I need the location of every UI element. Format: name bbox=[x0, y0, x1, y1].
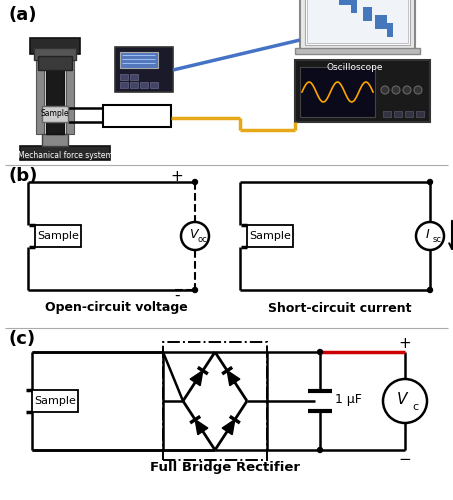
Text: +: + bbox=[399, 336, 411, 350]
Bar bbox=[307, 0, 408, 43]
Text: +: + bbox=[171, 169, 183, 184]
Polygon shape bbox=[190, 370, 203, 386]
Bar bbox=[295, 60, 430, 122]
Text: 1 μF: 1 μF bbox=[335, 392, 361, 406]
Text: -: - bbox=[174, 288, 180, 303]
Circle shape bbox=[181, 222, 209, 250]
Circle shape bbox=[318, 448, 323, 452]
Text: Sample: Sample bbox=[249, 231, 291, 241]
Circle shape bbox=[414, 86, 422, 94]
Text: V: V bbox=[397, 392, 407, 406]
Bar bbox=[163, 342, 267, 460]
Bar bbox=[120, 74, 128, 80]
Circle shape bbox=[416, 222, 444, 250]
Bar bbox=[416, 111, 424, 117]
Bar bbox=[351, 0, 357, 13]
Bar bbox=[42, 134, 68, 146]
Bar bbox=[42, 106, 68, 122]
Bar bbox=[130, 74, 138, 80]
Polygon shape bbox=[227, 370, 240, 386]
Text: Sample: Sample bbox=[34, 396, 76, 406]
Circle shape bbox=[403, 86, 411, 94]
Bar bbox=[120, 52, 158, 68]
Bar bbox=[150, 82, 158, 88]
Bar bbox=[295, 48, 420, 54]
Text: Open-circuit voltage: Open-circuit voltage bbox=[45, 302, 188, 314]
Circle shape bbox=[428, 288, 433, 292]
Text: Short-circuit current: Short-circuit current bbox=[268, 302, 412, 314]
Circle shape bbox=[193, 288, 198, 292]
Text: I: I bbox=[426, 228, 430, 241]
Bar bbox=[140, 82, 148, 88]
Bar bbox=[394, 111, 402, 117]
Text: −: − bbox=[399, 452, 411, 466]
Circle shape bbox=[318, 350, 323, 354]
Bar bbox=[130, 82, 138, 88]
Bar bbox=[305, 0, 410, 45]
Circle shape bbox=[392, 86, 400, 94]
Circle shape bbox=[428, 180, 433, 184]
Text: oc: oc bbox=[197, 236, 207, 244]
Bar bbox=[375, 15, 387, 29]
Bar bbox=[36, 54, 44, 134]
Bar bbox=[363, 7, 372, 21]
Bar bbox=[339, 0, 351, 5]
Bar bbox=[387, 23, 393, 37]
Text: (a): (a) bbox=[8, 6, 37, 24]
Circle shape bbox=[381, 86, 389, 94]
Bar bbox=[120, 82, 128, 88]
Bar bbox=[20, 146, 110, 160]
Bar bbox=[103, 105, 171, 127]
Bar bbox=[46, 54, 64, 134]
Polygon shape bbox=[222, 420, 235, 434]
Bar bbox=[247, 225, 293, 247]
Circle shape bbox=[383, 379, 427, 423]
Circle shape bbox=[193, 180, 198, 184]
Text: Full Bridge Rectifier: Full Bridge Rectifier bbox=[150, 462, 300, 474]
Text: (b): (b) bbox=[8, 167, 38, 185]
Bar bbox=[405, 111, 413, 117]
Bar bbox=[34, 48, 76, 60]
Text: sc: sc bbox=[433, 236, 442, 244]
Text: Mechanical force system: Mechanical force system bbox=[18, 151, 112, 160]
Text: Oscilloscope: Oscilloscope bbox=[327, 64, 383, 72]
Text: V: V bbox=[189, 228, 197, 241]
Bar bbox=[66, 54, 74, 134]
Text: (c): (c) bbox=[8, 330, 35, 348]
Bar bbox=[38, 56, 72, 70]
Bar bbox=[300, 0, 415, 50]
Bar bbox=[30, 38, 80, 54]
Text: Sample: Sample bbox=[41, 110, 69, 118]
Text: c: c bbox=[412, 402, 418, 412]
Polygon shape bbox=[195, 420, 208, 434]
Bar bbox=[35, 225, 81, 247]
Bar bbox=[300, 67, 375, 117]
Bar bbox=[32, 390, 78, 412]
Bar bbox=[383, 111, 391, 117]
Bar bbox=[115, 47, 173, 92]
Text: Sample: Sample bbox=[37, 231, 79, 241]
